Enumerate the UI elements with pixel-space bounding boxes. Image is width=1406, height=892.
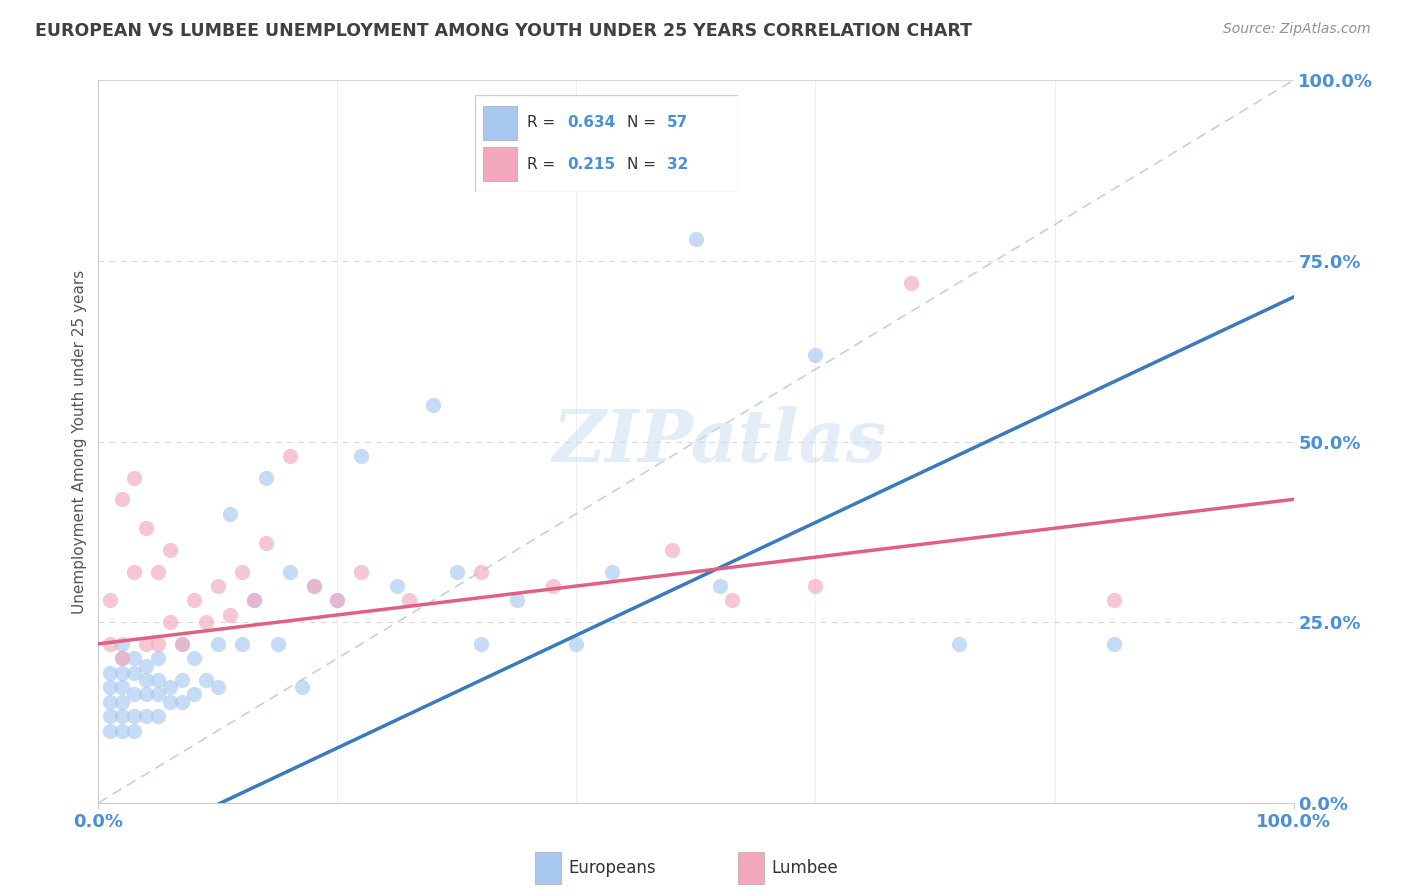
Point	[98, 709, 122, 723]
Point	[111, 680, 134, 694]
Point	[254, 470, 277, 484]
Point	[385, 579, 409, 593]
Point	[231, 637, 253, 651]
Point	[207, 579, 229, 593]
Point	[111, 651, 134, 665]
Point	[111, 492, 134, 507]
Point	[98, 593, 122, 607]
Point	[111, 651, 134, 665]
Point	[398, 593, 420, 607]
Point	[207, 680, 229, 694]
Point	[254, 535, 277, 549]
Point	[302, 579, 325, 593]
Point	[470, 637, 492, 651]
Point	[124, 709, 146, 723]
Point	[278, 449, 301, 463]
Point	[350, 565, 373, 579]
Point	[124, 470, 146, 484]
Point	[565, 637, 588, 651]
Point	[661, 542, 683, 557]
Point	[219, 507, 242, 521]
Point	[135, 709, 157, 723]
Point	[172, 637, 194, 651]
Point	[231, 565, 253, 579]
Point	[183, 687, 205, 701]
Point	[148, 687, 170, 701]
Point	[804, 348, 827, 362]
Point	[98, 695, 122, 709]
Point	[124, 651, 146, 665]
Point	[470, 565, 492, 579]
Point	[159, 695, 181, 709]
Text: Europeans: Europeans	[568, 859, 655, 877]
Point	[135, 521, 157, 535]
Point	[219, 607, 242, 622]
Point	[135, 637, 157, 651]
Point	[159, 542, 181, 557]
Point	[172, 637, 194, 651]
Point	[98, 637, 122, 651]
Point	[326, 593, 349, 607]
Point	[195, 615, 218, 630]
Point	[172, 695, 194, 709]
Point	[207, 637, 229, 651]
Point	[111, 723, 134, 738]
Point	[148, 565, 170, 579]
Point	[135, 673, 157, 687]
Point	[267, 637, 290, 651]
Point	[124, 687, 146, 701]
Point	[111, 637, 134, 651]
Point	[159, 680, 181, 694]
FancyBboxPatch shape	[534, 852, 561, 884]
Point	[124, 565, 146, 579]
Point	[159, 615, 181, 630]
Point	[350, 449, 373, 463]
Point	[124, 665, 146, 680]
Text: EUROPEAN VS LUMBEE UNEMPLOYMENT AMONG YOUTH UNDER 25 YEARS CORRELATION CHART: EUROPEAN VS LUMBEE UNEMPLOYMENT AMONG YO…	[35, 22, 972, 40]
Point	[422, 398, 444, 412]
Point	[446, 565, 468, 579]
Point	[278, 565, 301, 579]
Point	[709, 579, 731, 593]
Point	[948, 637, 970, 651]
Point	[172, 673, 194, 687]
Point	[721, 593, 744, 607]
Point	[148, 673, 170, 687]
Point	[148, 637, 170, 651]
Point	[541, 579, 564, 593]
FancyBboxPatch shape	[738, 852, 763, 884]
Point	[111, 695, 134, 709]
Point	[135, 687, 157, 701]
Point	[135, 658, 157, 673]
Point	[183, 593, 205, 607]
Text: ZIPatlas: ZIPatlas	[553, 406, 887, 477]
Point	[111, 709, 134, 723]
Point	[1104, 637, 1126, 651]
Point	[1104, 593, 1126, 607]
Point	[183, 651, 205, 665]
Point	[302, 579, 325, 593]
Point	[243, 593, 266, 607]
Point	[243, 593, 266, 607]
Point	[148, 651, 170, 665]
Text: Lumbee: Lumbee	[772, 859, 838, 877]
Text: Source: ZipAtlas.com: Source: ZipAtlas.com	[1223, 22, 1371, 37]
Point	[291, 680, 314, 694]
Point	[326, 593, 349, 607]
Point	[98, 680, 122, 694]
Point	[685, 232, 707, 246]
Y-axis label: Unemployment Among Youth under 25 years: Unemployment Among Youth under 25 years	[72, 269, 87, 614]
Point	[148, 709, 170, 723]
Point	[506, 593, 529, 607]
Point	[98, 723, 122, 738]
Point	[900, 276, 922, 290]
Point	[111, 665, 134, 680]
Point	[602, 565, 624, 579]
Point	[98, 665, 122, 680]
Point	[124, 723, 146, 738]
Point	[195, 673, 218, 687]
Point	[804, 579, 827, 593]
